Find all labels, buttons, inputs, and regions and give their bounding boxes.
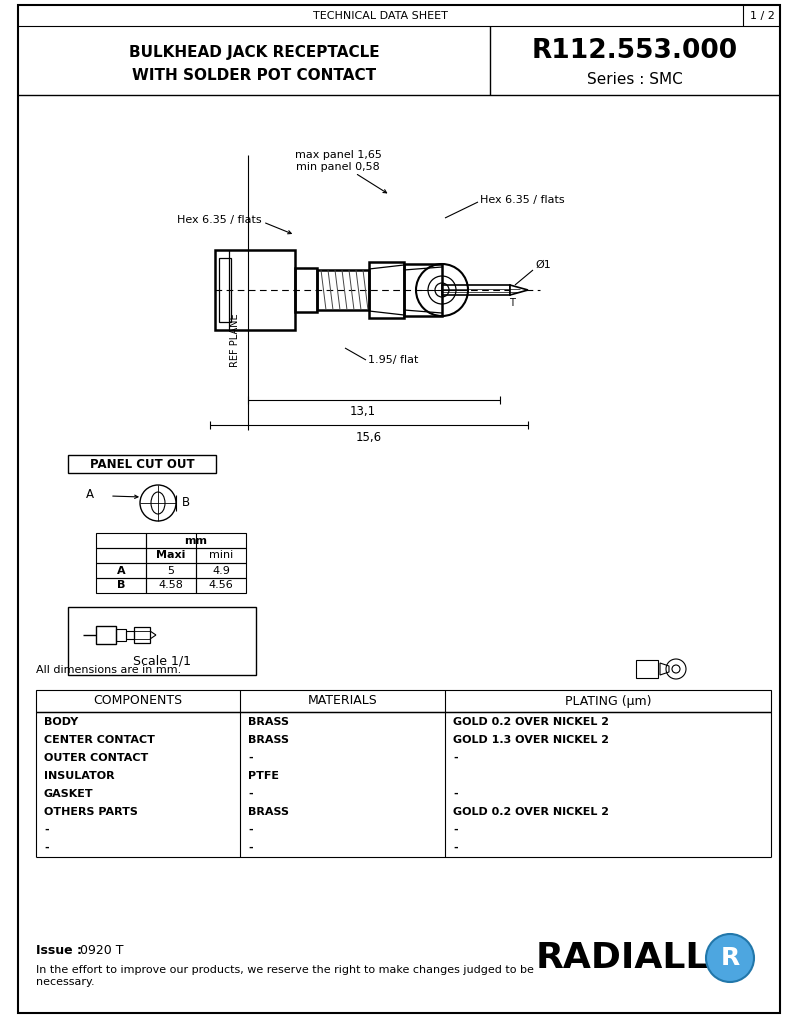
Bar (295, 268, 317, 312)
Text: -: - (453, 843, 458, 853)
Bar (146, 534, 246, 548)
Text: min panel 0,58: min panel 0,58 (296, 162, 380, 172)
Text: RADIALL: RADIALL (536, 941, 710, 975)
Text: 1 / 2: 1 / 2 (750, 11, 774, 22)
Bar (196, 548, 246, 563)
Text: 1.95/ flat: 1.95/ flat (368, 355, 418, 365)
Text: T: T (509, 298, 515, 308)
Bar (146, 548, 196, 563)
Text: 5: 5 (168, 565, 175, 575)
Bar (68, 455, 216, 473)
Text: OTHERS PARTS: OTHERS PARTS (44, 807, 138, 817)
Text: PLATING (μm): PLATING (μm) (565, 694, 651, 708)
Polygon shape (510, 285, 528, 295)
Bar (96, 578, 146, 593)
Text: 4.9: 4.9 (212, 565, 230, 575)
Text: BRASS: BRASS (248, 807, 289, 817)
Text: BODY: BODY (44, 717, 78, 727)
Text: Issue :: Issue : (36, 943, 82, 956)
Bar (369, 262, 404, 318)
Text: B: B (117, 581, 125, 591)
Bar (146, 578, 196, 593)
Bar (442, 285, 510, 295)
Text: Series : SMC: Series : SMC (587, 73, 683, 87)
Text: CENTER CONTACT: CENTER CONTACT (44, 735, 155, 745)
Text: BULKHEAD JACK RECEPTACLE: BULKHEAD JACK RECEPTACLE (129, 44, 380, 59)
Text: B: B (182, 497, 190, 510)
Text: Hex 6.35 / flats: Hex 6.35 / flats (480, 195, 565, 205)
Text: -: - (248, 825, 252, 835)
Bar (215, 250, 295, 330)
Text: -: - (453, 825, 458, 835)
Bar (219, 258, 231, 322)
Bar (96, 626, 116, 644)
Bar (404, 264, 442, 316)
Text: R112.553.000: R112.553.000 (532, 38, 738, 63)
Text: All dimensions are in mm.: All dimensions are in mm. (36, 665, 181, 675)
Text: Scale 1/1: Scale 1/1 (133, 654, 191, 668)
Text: TECHNICAL DATA SHEET: TECHNICAL DATA SHEET (312, 11, 448, 22)
Bar (134, 627, 150, 643)
Bar (196, 563, 246, 578)
Text: GOLD 1.3 OVER NICKEL 2: GOLD 1.3 OVER NICKEL 2 (453, 735, 609, 745)
Bar (68, 607, 256, 675)
Bar (317, 270, 369, 310)
Bar (116, 629, 126, 641)
Text: Maxi: Maxi (157, 551, 186, 560)
Bar (36, 690, 771, 712)
Bar (146, 563, 196, 578)
Text: GOLD 0.2 OVER NICKEL 2: GOLD 0.2 OVER NICKEL 2 (453, 807, 609, 817)
Text: mm: mm (184, 536, 207, 546)
Text: 4.58: 4.58 (158, 581, 184, 591)
Text: Hex 6.35 / flats: Hex 6.35 / flats (177, 215, 262, 225)
Text: mini: mini (209, 551, 233, 560)
Text: BRASS: BRASS (248, 717, 289, 727)
Text: Ø1: Ø1 (536, 260, 551, 270)
Bar (96, 563, 146, 578)
Text: A: A (86, 488, 94, 502)
Text: -: - (248, 790, 252, 799)
Text: COMPONENTS: COMPONENTS (93, 694, 183, 708)
Text: GOLD 0.2 OVER NICKEL 2: GOLD 0.2 OVER NICKEL 2 (453, 717, 609, 727)
Text: INSULATOR: INSULATOR (44, 771, 115, 781)
Bar (126, 631, 134, 639)
Text: WITH SOLDER POT CONTACT: WITH SOLDER POT CONTACT (132, 69, 376, 84)
Text: -: - (453, 790, 458, 799)
Text: 15,6: 15,6 (356, 430, 382, 443)
Text: necessary.: necessary. (36, 977, 95, 987)
Circle shape (706, 934, 754, 982)
Text: PTFE: PTFE (248, 771, 279, 781)
Text: -: - (248, 753, 252, 763)
Text: MATERIALS: MATERIALS (308, 694, 377, 708)
Text: REF PLANE: REF PLANE (230, 313, 240, 367)
Text: BRASS: BRASS (248, 735, 289, 745)
Bar (196, 578, 246, 593)
Text: 4.56: 4.56 (209, 581, 233, 591)
Text: max panel 1,65: max panel 1,65 (294, 150, 381, 160)
Text: -: - (44, 843, 48, 853)
Text: 0920 T: 0920 T (80, 943, 123, 956)
Text: -: - (248, 843, 252, 853)
Text: R: R (721, 946, 740, 970)
Bar (636, 660, 658, 678)
Bar (96, 534, 146, 548)
Text: A: A (117, 565, 125, 575)
Text: 13,1: 13,1 (350, 406, 376, 419)
Text: PANEL CUT OUT: PANEL CUT OUT (89, 458, 195, 470)
Text: OUTER CONTACT: OUTER CONTACT (44, 753, 148, 763)
Bar (96, 548, 146, 563)
Text: GASKET: GASKET (44, 790, 93, 799)
Text: In the effort to improve our products, we reserve the right to make changes judg: In the effort to improve our products, w… (36, 965, 534, 975)
Text: -: - (44, 825, 48, 835)
Text: -: - (453, 753, 458, 763)
